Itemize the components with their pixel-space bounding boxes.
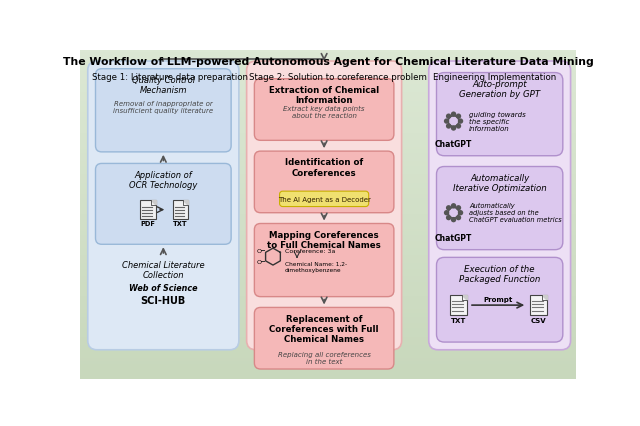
FancyBboxPatch shape	[95, 69, 231, 153]
Text: Execution of the
Packaged Function: Execution of the Packaged Function	[459, 264, 540, 283]
Circle shape	[451, 112, 456, 118]
Text: The AI Agent as a Decoder: The AI Agent as a Decoder	[278, 196, 371, 202]
Text: Engineering Implementation: Engineering Implementation	[433, 72, 556, 82]
Circle shape	[458, 119, 463, 124]
Polygon shape	[184, 201, 188, 205]
Circle shape	[446, 206, 451, 211]
Text: ChatGPT: ChatGPT	[435, 233, 472, 242]
Circle shape	[446, 114, 451, 120]
Text: Stage 2: Solution to coreference problem: Stage 2: Solution to coreference problem	[249, 72, 427, 82]
Text: TXT: TXT	[451, 317, 466, 323]
FancyBboxPatch shape	[429, 62, 571, 350]
Text: Quality Control
Mechanism: Quality Control Mechanism	[132, 76, 195, 95]
FancyBboxPatch shape	[140, 201, 156, 219]
FancyBboxPatch shape	[88, 62, 239, 350]
Text: Extraction of Chemical
Information: Extraction of Chemical Information	[269, 86, 379, 105]
FancyBboxPatch shape	[450, 295, 467, 315]
Text: Identification of
Coreferences: Identification of Coreferences	[285, 158, 364, 177]
Text: SCI-HUB: SCI-HUB	[141, 295, 186, 305]
Text: Chemical Literature
Collection: Chemical Literature Collection	[122, 260, 205, 279]
Text: O: O	[257, 259, 261, 264]
FancyBboxPatch shape	[529, 295, 547, 315]
Text: Chemical Name: 1,2-
dimethoxybenzene: Chemical Name: 1,2- dimethoxybenzene	[285, 262, 347, 272]
Text: ChatGPT: ChatGPT	[435, 139, 472, 148]
Polygon shape	[542, 295, 547, 300]
FancyBboxPatch shape	[280, 192, 369, 207]
Text: Auto-prompt
Generation by GPT: Auto-prompt Generation by GPT	[459, 80, 540, 99]
Text: PDF: PDF	[140, 221, 156, 227]
Circle shape	[451, 217, 456, 223]
Circle shape	[451, 204, 456, 209]
FancyBboxPatch shape	[246, 62, 402, 350]
Circle shape	[458, 210, 463, 216]
Polygon shape	[151, 201, 156, 205]
Circle shape	[456, 216, 461, 221]
FancyBboxPatch shape	[254, 152, 394, 213]
Circle shape	[456, 206, 461, 211]
Text: Stage 1: Literature data preparation: Stage 1: Literature data preparation	[92, 72, 248, 82]
Polygon shape	[462, 295, 467, 300]
FancyBboxPatch shape	[436, 167, 563, 250]
Text: Automatically
adjusts based on the
ChatGPT evaluation metrics: Automatically adjusts based on the ChatG…	[469, 202, 562, 223]
Text: O: O	[257, 248, 261, 253]
FancyBboxPatch shape	[173, 201, 188, 219]
Text: CSV: CSV	[530, 317, 546, 323]
FancyBboxPatch shape	[95, 164, 231, 245]
FancyBboxPatch shape	[254, 224, 394, 297]
Circle shape	[444, 119, 449, 124]
Text: Automatically
Iterative Optimization: Automatically Iterative Optimization	[452, 173, 547, 193]
Text: guiding towards
the specific
information: guiding towards the specific information	[469, 112, 526, 132]
Text: Application of
OCR Technology: Application of OCR Technology	[129, 170, 198, 190]
Circle shape	[444, 210, 449, 216]
FancyBboxPatch shape	[254, 80, 394, 141]
Text: Removal of inappropriate or
insufficient quality literature: Removal of inappropriate or insufficient…	[113, 100, 213, 113]
Text: Coreference: 3a: Coreference: 3a	[285, 248, 335, 253]
Circle shape	[446, 124, 451, 130]
Text: Replacement of
Coreferences with Full
Chemical Names: Replacement of Coreferences with Full Ch…	[269, 314, 379, 344]
Text: TXT: TXT	[173, 221, 188, 227]
FancyBboxPatch shape	[436, 73, 563, 156]
Text: Web of Science: Web of Science	[129, 283, 198, 292]
Circle shape	[451, 126, 456, 131]
Circle shape	[446, 216, 451, 221]
Circle shape	[456, 114, 461, 120]
Circle shape	[456, 124, 461, 130]
Text: Extract key data points
about the reaction: Extract key data points about the reacti…	[284, 106, 365, 119]
FancyBboxPatch shape	[436, 258, 563, 342]
FancyBboxPatch shape	[254, 308, 394, 369]
Text: Mapping Coreferences
to Full Chemical Names: Mapping Coreferences to Full Chemical Na…	[268, 230, 381, 250]
Text: Replacing all coreferences
in the text: Replacing all coreferences in the text	[278, 351, 371, 364]
Text: Prompt: Prompt	[483, 296, 513, 302]
Text: The Workflow of LLM-powered Autonomous Agent for Chemical Literature Data Mining: The Workflow of LLM-powered Autonomous A…	[63, 57, 593, 67]
